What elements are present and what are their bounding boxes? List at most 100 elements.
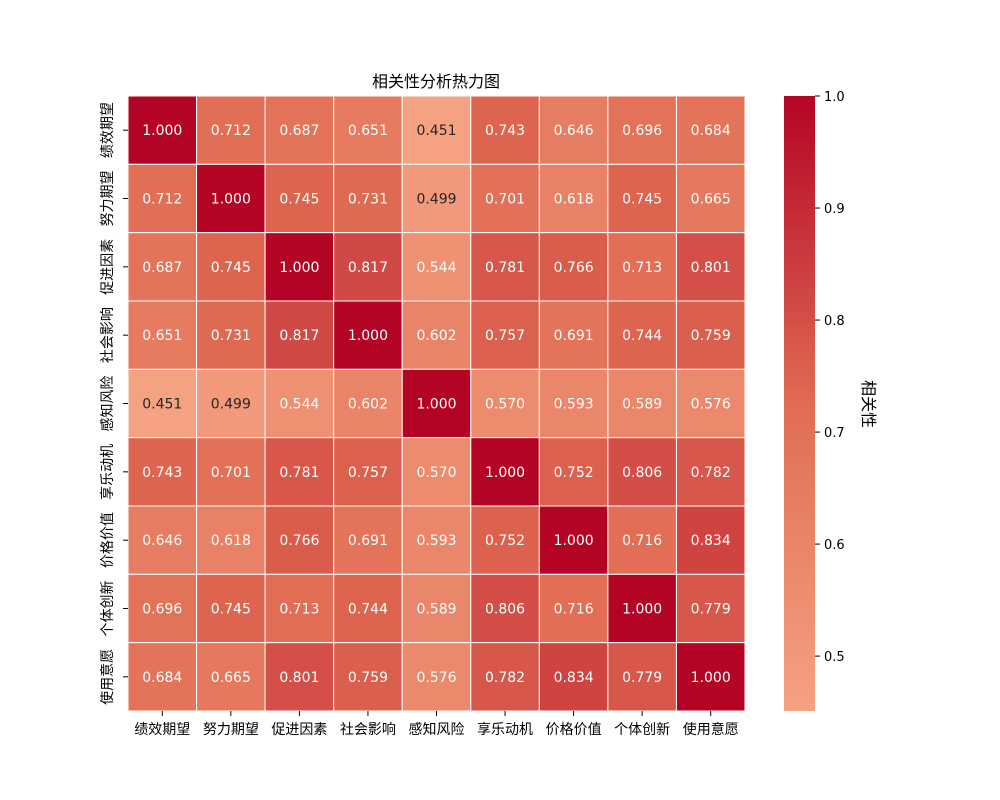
cell-value-label: 1.000 (416, 397, 456, 413)
x-tick-label: 努力期望 (203, 722, 259, 738)
heatmap-cell (127, 232, 198, 302)
cell-value-label: 0.712 (211, 123, 251, 139)
cell-value-label: 0.687 (279, 123, 319, 139)
x-tick-label: 绩效期望 (134, 722, 190, 738)
heatmap-cell (675, 573, 746, 644)
heatmap-cell (607, 95, 677, 165)
heatmap-cell (675, 232, 746, 302)
cell-value-label: 0.745 (622, 192, 662, 208)
y-tick-label: 促进因素 (100, 239, 116, 295)
cell-value-label: 0.712 (142, 192, 182, 208)
heatmap-cell (196, 232, 266, 302)
cell-value-label: 0.744 (622, 328, 662, 344)
cell-value-label: 0.593 (416, 533, 456, 549)
cell-value-label: 0.757 (348, 465, 388, 481)
cell-value-label: 0.806 (622, 465, 662, 481)
heatmap-cell (264, 642, 335, 712)
y-tick-label: 价格价值 (100, 512, 116, 568)
heatmap-cells (127, 95, 746, 712)
heatmap-cell (333, 300, 403, 370)
x-tick-label: 使用意愿 (683, 721, 739, 738)
heatmap-cell (333, 642, 403, 712)
cell-value-label: 1.000 (691, 670, 731, 686)
x-tick-label: 个体创新 (614, 722, 670, 738)
cell-value-label: 0.687 (142, 260, 182, 276)
heatmap-cell (538, 232, 609, 302)
heatmap-cell (538, 505, 609, 575)
colorbar-tick-label: 0.6 (824, 538, 845, 553)
colorbar-ticks: 0.5 0.6 0.7 0.8 0.9 1.0 (815, 90, 845, 665)
cell-value-label: 0.782 (485, 670, 525, 686)
cell-value-label: 0.602 (348, 397, 388, 413)
cell-value-label: 0.781 (279, 465, 319, 481)
cell-value-label: 0.745 (211, 602, 251, 618)
cell-value-label: 0.743 (485, 123, 525, 139)
x-tick-label: 社会影响 (340, 722, 396, 738)
cell-value-label: 0.834 (691, 533, 731, 549)
heatmap-cell (333, 95, 403, 165)
cell-value-label: 1.000 (485, 465, 525, 481)
chart-title: 相关性分析热力图 (372, 72, 500, 91)
x-tick-label: 促进因素 (271, 722, 327, 738)
cell-value-label: 0.701 (485, 192, 525, 208)
cell-value-label: 0.646 (142, 533, 182, 549)
y-tick-label: 社会影响 (100, 307, 116, 363)
heatmap-cell (401, 232, 472, 302)
heatmap-cell (196, 300, 266, 370)
cell-value-label: 0.589 (416, 602, 456, 618)
cell-value-label: 0.817 (279, 328, 319, 344)
heatmap-cell (675, 642, 746, 712)
colorbar-tick-label: 0.7 (824, 426, 845, 441)
heatmap-cell (333, 368, 403, 439)
heatmap-cell (196, 642, 266, 712)
cell-value-label: 0.743 (142, 465, 182, 481)
heatmap-cell (538, 163, 609, 234)
heatmap-cell (333, 232, 403, 302)
heatmap-cell (333, 573, 403, 644)
colorbar (784, 96, 815, 711)
cell-value-label: 0.665 (691, 192, 731, 208)
heatmap-cell (127, 368, 198, 439)
cell-value-label: 0.651 (348, 123, 388, 139)
heatmap-cell (675, 368, 746, 439)
heatmap-cell (538, 368, 609, 439)
cell-value-label: 1.000 (211, 192, 251, 208)
heatmap-cell (401, 437, 472, 507)
cell-value-label: 0.665 (211, 670, 251, 686)
heatmap-cell (196, 368, 266, 439)
heatmap-cell (127, 642, 198, 712)
y-tick-label: 努力期望 (100, 171, 116, 227)
cell-value-label: 0.716 (622, 533, 662, 549)
heatmap-cell (196, 437, 266, 507)
cell-value-label: 0.544 (279, 397, 319, 413)
heatmap-cell (675, 437, 746, 507)
cell-value-label: 0.691 (348, 533, 388, 549)
heatmap-cell (127, 163, 198, 234)
cell-value-label: 0.817 (348, 260, 388, 276)
heatmap-cell (470, 437, 540, 507)
cell-value-label: 0.779 (622, 670, 662, 686)
cell-value-label: 1.000 (348, 328, 388, 344)
y-tick-label: 绩效期望 (100, 102, 116, 158)
heatmap-cell (127, 505, 198, 575)
cell-value-label: 0.752 (485, 533, 525, 549)
heatmap-cell-labels: 1.000 0.712 0.687 0.651 0.451 0.743 0.646 0.696… (142, 123, 731, 686)
y-tick-label: 个体创新 (100, 581, 116, 637)
y-tick-label: 感知风险 (99, 376, 116, 432)
cell-value-label: 0.696 (142, 602, 182, 618)
heatmap-cell (264, 573, 335, 644)
cell-value-label: 0.602 (416, 328, 456, 344)
cell-value-label: 0.499 (416, 192, 456, 208)
cell-value-label: 0.779 (691, 602, 731, 618)
x-tick-label: 价格价值 (546, 722, 602, 738)
cell-value-label: 0.684 (142, 670, 182, 686)
cell-value-label: 0.651 (142, 328, 182, 344)
heatmap-cell (264, 368, 335, 439)
colorbar-tick-label: 0.5 (824, 650, 845, 665)
cell-value-label: 0.731 (348, 192, 388, 208)
cell-value-label: 1.000 (142, 123, 182, 139)
cell-value-label: 0.745 (211, 260, 251, 276)
cell-value-label: 0.766 (554, 260, 594, 276)
